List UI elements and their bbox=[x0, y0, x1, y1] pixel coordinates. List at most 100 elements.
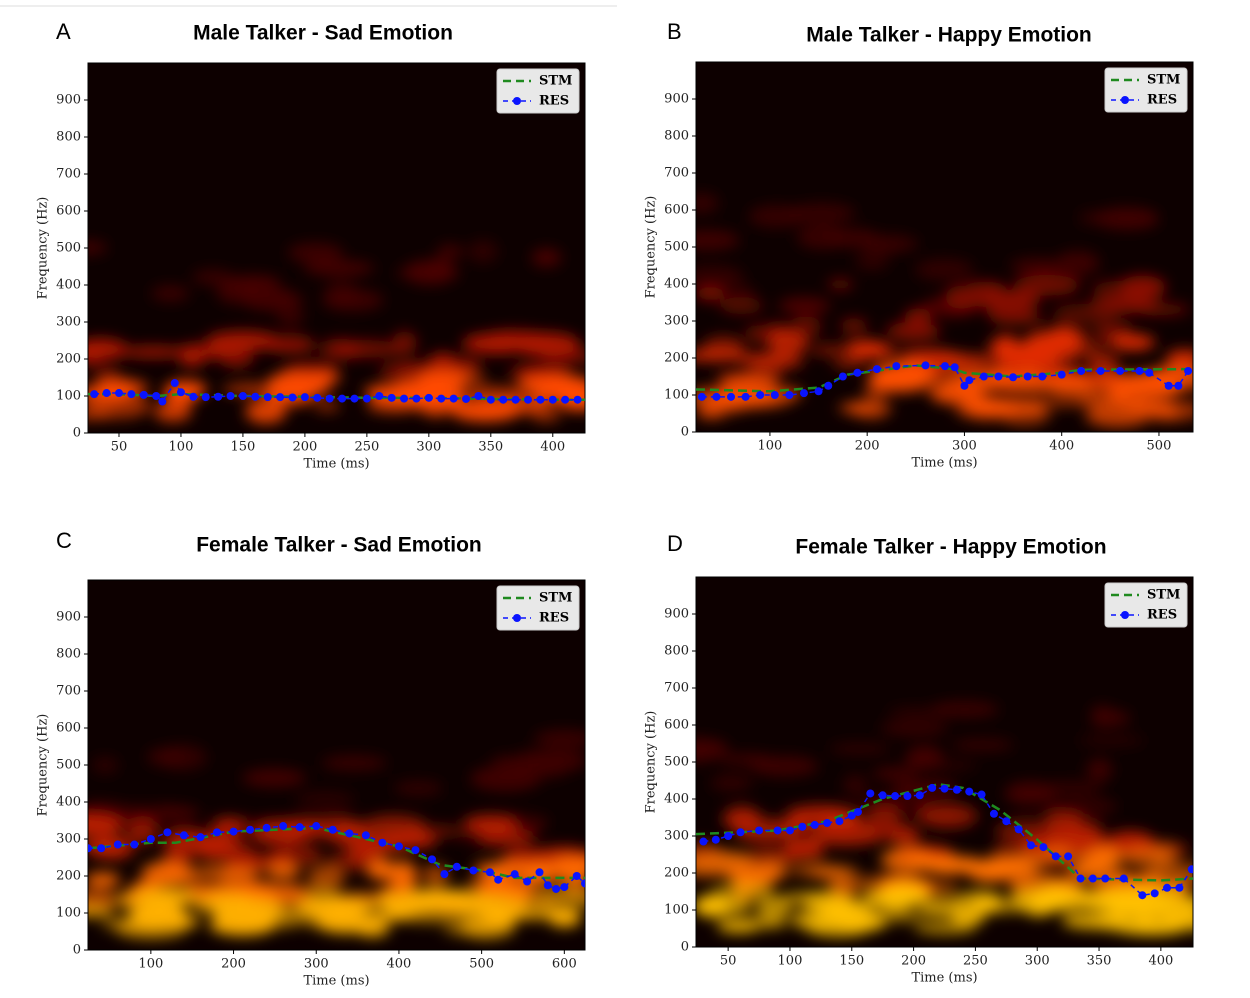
texture-blob bbox=[405, 826, 464, 837]
texture-blob bbox=[809, 829, 880, 847]
texture-blob bbox=[1053, 821, 1102, 832]
legend-label: RES bbox=[539, 94, 569, 109]
texture-blob bbox=[951, 738, 1014, 752]
point bbox=[1077, 366, 1086, 375]
chart-title: Male Talker - Sad Emotion bbox=[193, 22, 453, 45]
point bbox=[572, 872, 581, 880]
series-layer bbox=[88, 822, 585, 893]
point bbox=[510, 870, 519, 879]
point bbox=[960, 381, 969, 390]
x-tick-label: 400 bbox=[1049, 439, 1074, 454]
point bbox=[486, 395, 495, 404]
panel: B Male Talker - Happy Emotion 0 100 200 300 40… bbox=[644, 19, 1194, 471]
point bbox=[940, 362, 949, 371]
x-axis-label: Time (ms) bbox=[911, 456, 977, 471]
series-line bbox=[703, 787, 1193, 896]
point bbox=[196, 833, 205, 842]
texture-blob bbox=[855, 405, 888, 420]
point bbox=[88, 844, 92, 853]
point bbox=[561, 395, 570, 404]
texture-blob bbox=[324, 279, 358, 305]
panel-letter: A bbox=[56, 19, 71, 44]
y-tick-label: 500 bbox=[664, 240, 689, 255]
point bbox=[313, 393, 322, 402]
point bbox=[345, 829, 354, 838]
panel-letter: D bbox=[667, 531, 683, 556]
panel-letter: B bbox=[667, 19, 682, 44]
texture-blob bbox=[133, 887, 194, 902]
y-tick-label: 900 bbox=[56, 93, 81, 108]
texture-blob bbox=[1108, 209, 1144, 229]
texture-blob bbox=[157, 744, 208, 771]
point bbox=[711, 835, 720, 844]
x-axis-label: Time (ms) bbox=[911, 971, 977, 986]
point bbox=[1135, 366, 1144, 375]
point bbox=[853, 368, 862, 377]
point bbox=[214, 392, 223, 401]
point bbox=[300, 393, 309, 402]
texture-blob bbox=[88, 872, 121, 887]
x-tick-label: 300 bbox=[416, 440, 441, 455]
texture-blob bbox=[1078, 210, 1105, 225]
texture-blob bbox=[1120, 401, 1175, 412]
texture-blob bbox=[88, 408, 113, 421]
texture-blob bbox=[918, 803, 978, 829]
spectrogram-texture bbox=[88, 729, 585, 940]
texture-blob bbox=[408, 387, 464, 413]
point bbox=[866, 789, 875, 798]
y-tick-label: 100 bbox=[56, 906, 81, 921]
point bbox=[838, 372, 847, 381]
y-axis-label: Frequency (Hz) bbox=[644, 196, 659, 299]
point bbox=[903, 792, 912, 801]
point bbox=[872, 365, 881, 374]
texture-blob bbox=[955, 398, 1024, 421]
point bbox=[452, 862, 461, 871]
y-tick-label: 400 bbox=[56, 278, 81, 293]
point bbox=[312, 822, 321, 831]
series-layer bbox=[696, 782, 1193, 900]
texture-blur bbox=[88, 729, 585, 940]
x-tick-label: 250 bbox=[963, 954, 988, 969]
y-tick-label: 600 bbox=[56, 721, 81, 736]
texture-blob bbox=[535, 860, 585, 882]
point bbox=[1175, 883, 1184, 892]
texture-blob bbox=[857, 344, 894, 359]
texture-blob bbox=[1013, 274, 1081, 296]
texture-blob bbox=[1165, 349, 1193, 369]
legend-label: RES bbox=[1147, 608, 1177, 623]
point bbox=[328, 825, 337, 834]
texture-blob bbox=[922, 296, 982, 318]
texture-blob bbox=[1118, 275, 1166, 299]
texture-blob bbox=[88, 815, 123, 837]
point bbox=[511, 395, 520, 404]
y-tick-label: 900 bbox=[56, 610, 81, 625]
panel-letter: C bbox=[56, 528, 72, 553]
panel: C Female Talker - Sad Emotion 0 100 200 300 40… bbox=[36, 528, 586, 989]
point bbox=[755, 826, 764, 835]
y-tick-label: 300 bbox=[56, 315, 81, 330]
texture-blob bbox=[1055, 250, 1100, 276]
texture-blob bbox=[855, 250, 890, 271]
texture-blob bbox=[879, 719, 949, 737]
texture-blob bbox=[516, 364, 573, 377]
legend-label: STM bbox=[539, 74, 572, 89]
texture-blob bbox=[478, 831, 534, 847]
texture-blob bbox=[696, 898, 753, 916]
texture-blob bbox=[469, 765, 542, 792]
texture-blob bbox=[696, 193, 719, 214]
point bbox=[387, 393, 396, 402]
texture-blob bbox=[531, 887, 585, 911]
legend-marker bbox=[513, 97, 521, 105]
point bbox=[785, 391, 794, 399]
point bbox=[699, 837, 708, 846]
texture-blob bbox=[904, 747, 939, 771]
panel: D Female Talker - Happy Emotion 0 100 200 300… bbox=[644, 531, 1194, 986]
y-tick-label: 800 bbox=[56, 130, 81, 145]
texture-blob bbox=[809, 865, 860, 881]
texture-blob bbox=[212, 817, 247, 833]
y-tick-label: 100 bbox=[664, 388, 689, 403]
legend: STM RES bbox=[1104, 582, 1188, 628]
series-line bbox=[696, 364, 1193, 393]
texture-blob bbox=[182, 347, 228, 359]
texture-blob bbox=[1009, 258, 1070, 274]
